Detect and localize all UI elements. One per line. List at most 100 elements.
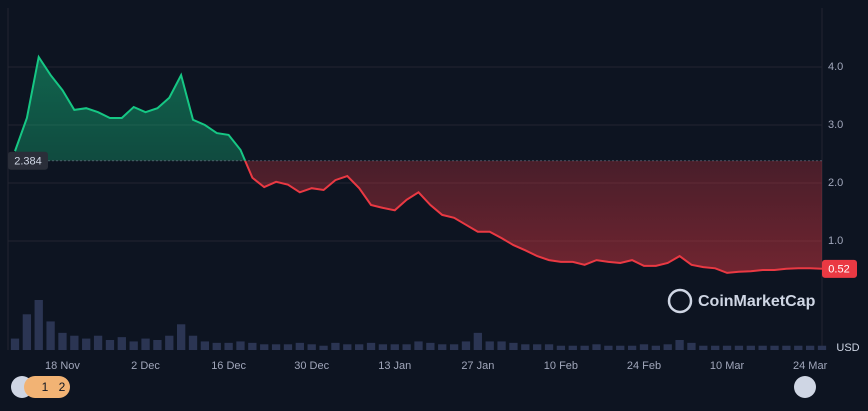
- volume-bar: [319, 345, 328, 350]
- x-tick-label: 10 Mar: [710, 360, 745, 372]
- badge-label: 1: [42, 380, 49, 394]
- volume-bar: [307, 344, 316, 350]
- volume-bar: [473, 332, 482, 350]
- volume-bar: [260, 344, 269, 350]
- volume-bar: [22, 314, 32, 350]
- volume-bar: [212, 342, 221, 350]
- x-tick-label: 24 Feb: [627, 360, 661, 372]
- volume-bar: [70, 335, 79, 350]
- volume-bar: [438, 344, 447, 350]
- volume-bar: [746, 345, 755, 350]
- volume-bar: [141, 338, 150, 350]
- watermark: CoinMarketCap: [667, 288, 816, 314]
- baseline-label-bg: [8, 151, 48, 170]
- volume-bar: [105, 340, 115, 350]
- volume-bar: [331, 342, 340, 350]
- volume-bar: [533, 344, 542, 350]
- volume-bar: [521, 344, 530, 350]
- volume-bar: [544, 344, 554, 350]
- volume-bar: [734, 345, 744, 350]
- x-tick-label: 13 Jan: [378, 360, 411, 372]
- x-tick-label: 27 Jan: [461, 360, 494, 372]
- volume-bar: [817, 345, 827, 350]
- volume-bar: [687, 342, 696, 350]
- volume-bar: [366, 342, 376, 350]
- volume-bar: [224, 342, 233, 350]
- volume-bar: [248, 342, 257, 350]
- volume-bar: [426, 342, 435, 350]
- volume-bar: [616, 345, 625, 350]
- volume-bar: [188, 335, 198, 350]
- baseline-label: 2.384: [14, 156, 42, 168]
- line-up: [14, 54, 247, 161]
- x-tick-label: 30 Dec: [294, 360, 329, 372]
- volume-bar: [580, 345, 589, 350]
- y-tick-label: 4.0: [828, 61, 843, 73]
- currency: USD: [836, 342, 859, 354]
- volume-bar: [153, 340, 162, 350]
- volume-bar: [639, 344, 649, 350]
- volume-bar: [758, 345, 767, 350]
- volume-bar: [675, 340, 684, 350]
- volume-bar: [509, 342, 518, 350]
- volume-bar: [711, 345, 720, 350]
- volume-bar: [271, 344, 281, 350]
- volume-bar: [82, 338, 91, 350]
- volume-bar: [46, 321, 55, 350]
- volume-bar: [414, 341, 423, 350]
- volume-bar: [805, 345, 815, 350]
- volume-bar: [461, 341, 471, 350]
- area-down: [15, 160, 822, 273]
- y-tick-label: 1.0: [828, 235, 843, 247]
- volume-bar: [485, 341, 494, 350]
- volume-bar: [568, 345, 577, 350]
- volume-bar: [390, 344, 399, 350]
- x-tick-label: 24 Mar: [793, 360, 828, 372]
- volume-bar: [10, 338, 20, 350]
- y-tick-label: 2.0: [828, 177, 843, 189]
- last-price-bg: [822, 259, 857, 278]
- volume-bar: [449, 344, 459, 350]
- badge-label: 2: [59, 380, 66, 394]
- line-down: [244, 160, 823, 274]
- area-up: [15, 57, 246, 161]
- x-tick-label: 10 Feb: [544, 360, 578, 372]
- volume-bar: [782, 345, 791, 350]
- volume-bar: [34, 300, 43, 350]
- last-price-label: 0.52: [828, 264, 849, 276]
- volume-bar: [236, 341, 245, 350]
- watermark-text: CoinMarketCap: [698, 293, 816, 310]
- x-tick-label: 18 Nov: [45, 360, 80, 372]
- volume-bar: [343, 344, 352, 350]
- volume-bar: [699, 345, 708, 350]
- bottom-controls: 1 2: [11, 376, 816, 398]
- volume-bar: [663, 344, 672, 350]
- volume-bar: [93, 335, 103, 350]
- volume-bar: [283, 344, 293, 350]
- volume-bar: [200, 341, 210, 350]
- y-tick-label: 3.0: [828, 119, 843, 131]
- volume-bar: [378, 344, 388, 350]
- volume-bar: [117, 337, 126, 350]
- volume-bar: [592, 344, 601, 350]
- volume-bar: [627, 345, 637, 350]
- volume-bar: [176, 324, 186, 350]
- volume-bar: [129, 341, 138, 350]
- volume-bar: [497, 341, 506, 350]
- volume-bar: [651, 345, 661, 350]
- volume-bar: [165, 335, 174, 350]
- volume-bar: [794, 345, 803, 350]
- volume-bar: [402, 344, 411, 350]
- reset-button[interactable]: [794, 376, 816, 398]
- x-tick-label: 2 Dec: [131, 360, 160, 372]
- x-tick-label: 16 Dec: [211, 360, 246, 372]
- volume-bar: [58, 332, 67, 350]
- badge-bg: [35, 376, 59, 398]
- volume-bar: [604, 345, 613, 350]
- volume-bar: [355, 344, 364, 350]
- volume-bar: [295, 342, 304, 350]
- volume-bar: [722, 345, 732, 350]
- watermark-logo: [667, 288, 693, 314]
- volume-bar: [770, 345, 779, 350]
